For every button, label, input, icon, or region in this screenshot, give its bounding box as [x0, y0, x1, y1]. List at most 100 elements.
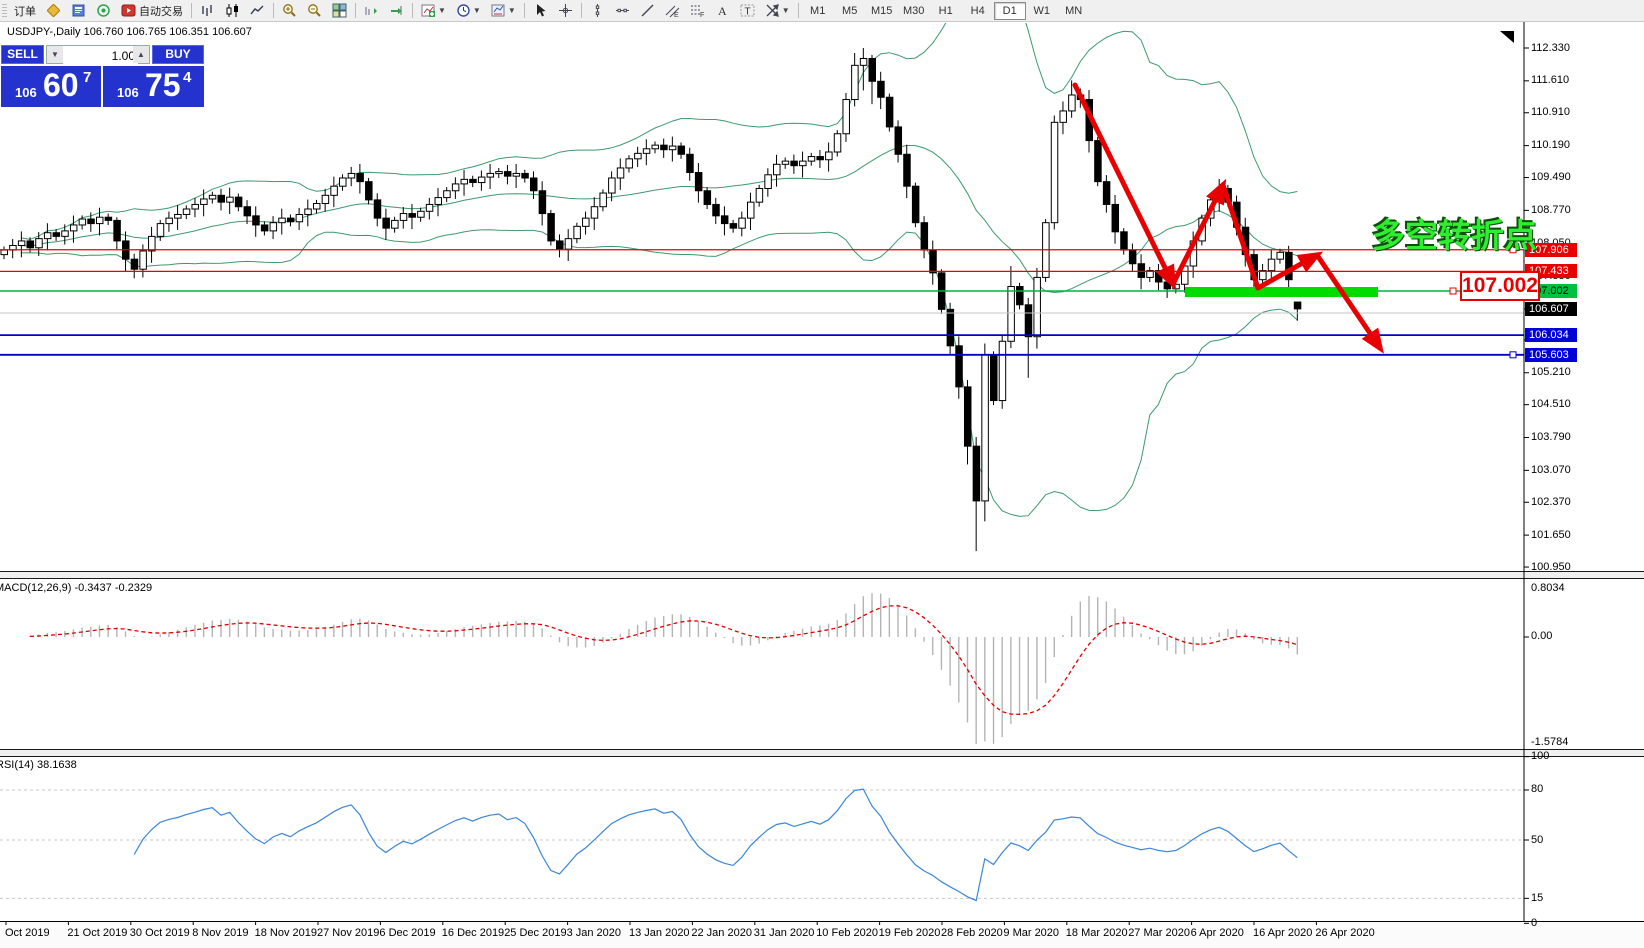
support-zone-bar[interactable] — [1185, 287, 1378, 297]
date-label: 30 Oct 2019 — [129, 927, 190, 939]
chart-shift-marker[interactable] — [1500, 31, 1514, 43]
chart-title: USDJPY-,Daily 106.760 106.765 106.351 10… — [7, 26, 252, 38]
sell-button[interactable]: SELL — [1, 45, 44, 64]
timeframe-button-m30[interactable]: M30 — [902, 4, 925, 17]
cursor-icon[interactable] — [528, 1, 553, 21]
rsi-axis-label: 50 — [1531, 833, 1544, 846]
svg-text:T: T — [744, 7, 750, 18]
autotrading-button[interactable]: 自动交易 — [116, 1, 188, 21]
timeframe-button-h1[interactable]: H1 — [938, 4, 953, 17]
timeframe-button-mn[interactable]: MN — [1065, 4, 1083, 17]
toolbar-separator — [797, 3, 799, 18]
chart-shift-icon[interactable] — [384, 1, 409, 21]
auto-scroll-icon[interactable] — [359, 1, 384, 21]
candle-bullish — [347, 172, 356, 179]
timeframe-button-d1[interactable]: D1 — [993, 1, 1026, 20]
crosshair-icon[interactable] — [553, 1, 578, 21]
buy-button[interactable]: BUY — [152, 45, 204, 64]
candle-bullish — [1146, 270, 1154, 278]
candle-bearish — [955, 345, 963, 388]
line-selection-handle[interactable] — [1509, 351, 1517, 359]
dropdown-caret-icon[interactable]: ▼ — [472, 6, 481, 15]
candle-bearish — [877, 80, 885, 98]
candlestick-chart-icon[interactable] — [220, 1, 245, 21]
buy-price-main: 75 — [145, 67, 181, 103]
timeframe-button-h4[interactable]: H4 — [970, 4, 985, 17]
market-depth-icon[interactable] — [41, 1, 66, 21]
dropdown-caret-icon[interactable]: ▼ — [438, 6, 446, 15]
price-flag-label[interactable]: 107.002 — [1460, 271, 1540, 301]
equidistant-channel-icon[interactable]: E — [660, 1, 685, 21]
timeframe-button-m5[interactable]: M5 — [842, 4, 858, 17]
date-label: 16 Dec 2019 — [441, 927, 505, 939]
trend-zigzag-arrow[interactable] — [1255, 251, 1324, 291]
horizontal-line-icon[interactable] — [610, 1, 635, 21]
candle-bearish — [408, 213, 416, 218]
candle-bearish — [712, 203, 720, 217]
candle-bearish — [686, 153, 694, 174]
timeframe-button-m15[interactable]: M15 — [870, 4, 893, 17]
tile-windows-icon[interactable] — [327, 1, 352, 21]
fibonacci-icon[interactable]: F — [685, 1, 710, 21]
trend-zigzag-arrow[interactable] — [1220, 182, 1261, 291]
trend-zigzag-arrow[interactable] — [1170, 178, 1227, 287]
line-chart-icon[interactable] — [245, 1, 270, 21]
trend-zigzag-arrow[interactable] — [1314, 252, 1384, 354]
new-order-button[interactable]: 订单 — [9, 1, 41, 21]
trend-zigzag-arrow[interactable] — [1072, 82, 1177, 291]
pane-separator-macd[interactable] — [0, 571, 1644, 579]
candle-bullish — [174, 213, 182, 219]
candle-bearish — [1241, 226, 1250, 256]
candle-bullish — [599, 192, 607, 208]
periods-button[interactable]: ▼ — [451, 1, 486, 21]
signals-icon[interactable] — [91, 1, 116, 21]
line-selection-handle[interactable] — [1449, 287, 1457, 295]
zoom-out-icon[interactable] — [302, 1, 327, 21]
volume-increase-button[interactable]: ▲ — [133, 46, 149, 63]
buy-price-base: 106 — [117, 85, 139, 100]
trendline-icon[interactable] — [635, 1, 660, 21]
zoom-in-icon[interactable] — [277, 1, 302, 21]
indicators-button[interactable]: ▼ — [416, 1, 451, 21]
text-label-icon[interactable]: T — [735, 1, 760, 21]
candle-bearish — [26, 240, 35, 249]
templates-button[interactable]: ▼ — [486, 1, 521, 21]
candle-bearish — [1137, 263, 1146, 278]
candle-bearish — [1293, 301, 1302, 310]
volume-decrease-button[interactable]: ▼ — [47, 46, 63, 63]
vertical-line-icon[interactable] — [585, 1, 610, 21]
candle-bearish — [790, 160, 798, 167]
date-label: 28 Feb 2020 — [941, 927, 1003, 939]
volume-input[interactable] — [63, 46, 138, 65]
candle-bearish — [677, 145, 686, 155]
dropdown-caret-icon[interactable]: ▼ — [507, 6, 516, 15]
price-tick-label: 100.950 — [1531, 560, 1571, 573]
price-level-tag: 107.906 — [1525, 242, 1577, 257]
candle-bearish — [972, 445, 981, 502]
arrows-icon[interactable]: ▼ — [760, 1, 795, 21]
price-tick-label: 109.490 — [1531, 171, 1571, 184]
candle-bearish — [1094, 140, 1102, 183]
timeframe-button-m1[interactable]: M1 — [810, 4, 826, 17]
turning-point-annotation[interactable]: 多空转折点 — [1372, 217, 1537, 254]
candle-bullish — [573, 225, 581, 240]
text-icon[interactable]: A — [710, 1, 735, 21]
date-label: 6 Apr 2020 — [1190, 927, 1244, 939]
candle-bullish — [590, 206, 599, 219]
sell-price-base: 106 — [15, 85, 37, 100]
sell-price-pip: 7 — [83, 69, 92, 86]
date-label: 25 Dec 2019 — [504, 927, 567, 939]
candle-bearish — [963, 386, 972, 447]
sell-price-display[interactable]: 106 60 7 — [1, 66, 101, 107]
data-window-icon[interactable] — [66, 1, 91, 21]
bars-chart-icon[interactable] — [195, 1, 220, 21]
buy-price-display[interactable]: 106 75 4 — [103, 66, 204, 107]
dropdown-caret-icon[interactable]: ▼ — [781, 6, 790, 15]
timeframe-button-w1[interactable]: W1 — [1033, 4, 1050, 17]
candle-bullish — [1042, 222, 1050, 278]
candle-bullish — [78, 218, 87, 226]
price-level-tag: 105.603 — [1525, 347, 1577, 362]
macd-axis-zero: 0.00 — [1531, 630, 1553, 642]
pane-separator-rsi[interactable] — [0, 749, 1644, 757]
